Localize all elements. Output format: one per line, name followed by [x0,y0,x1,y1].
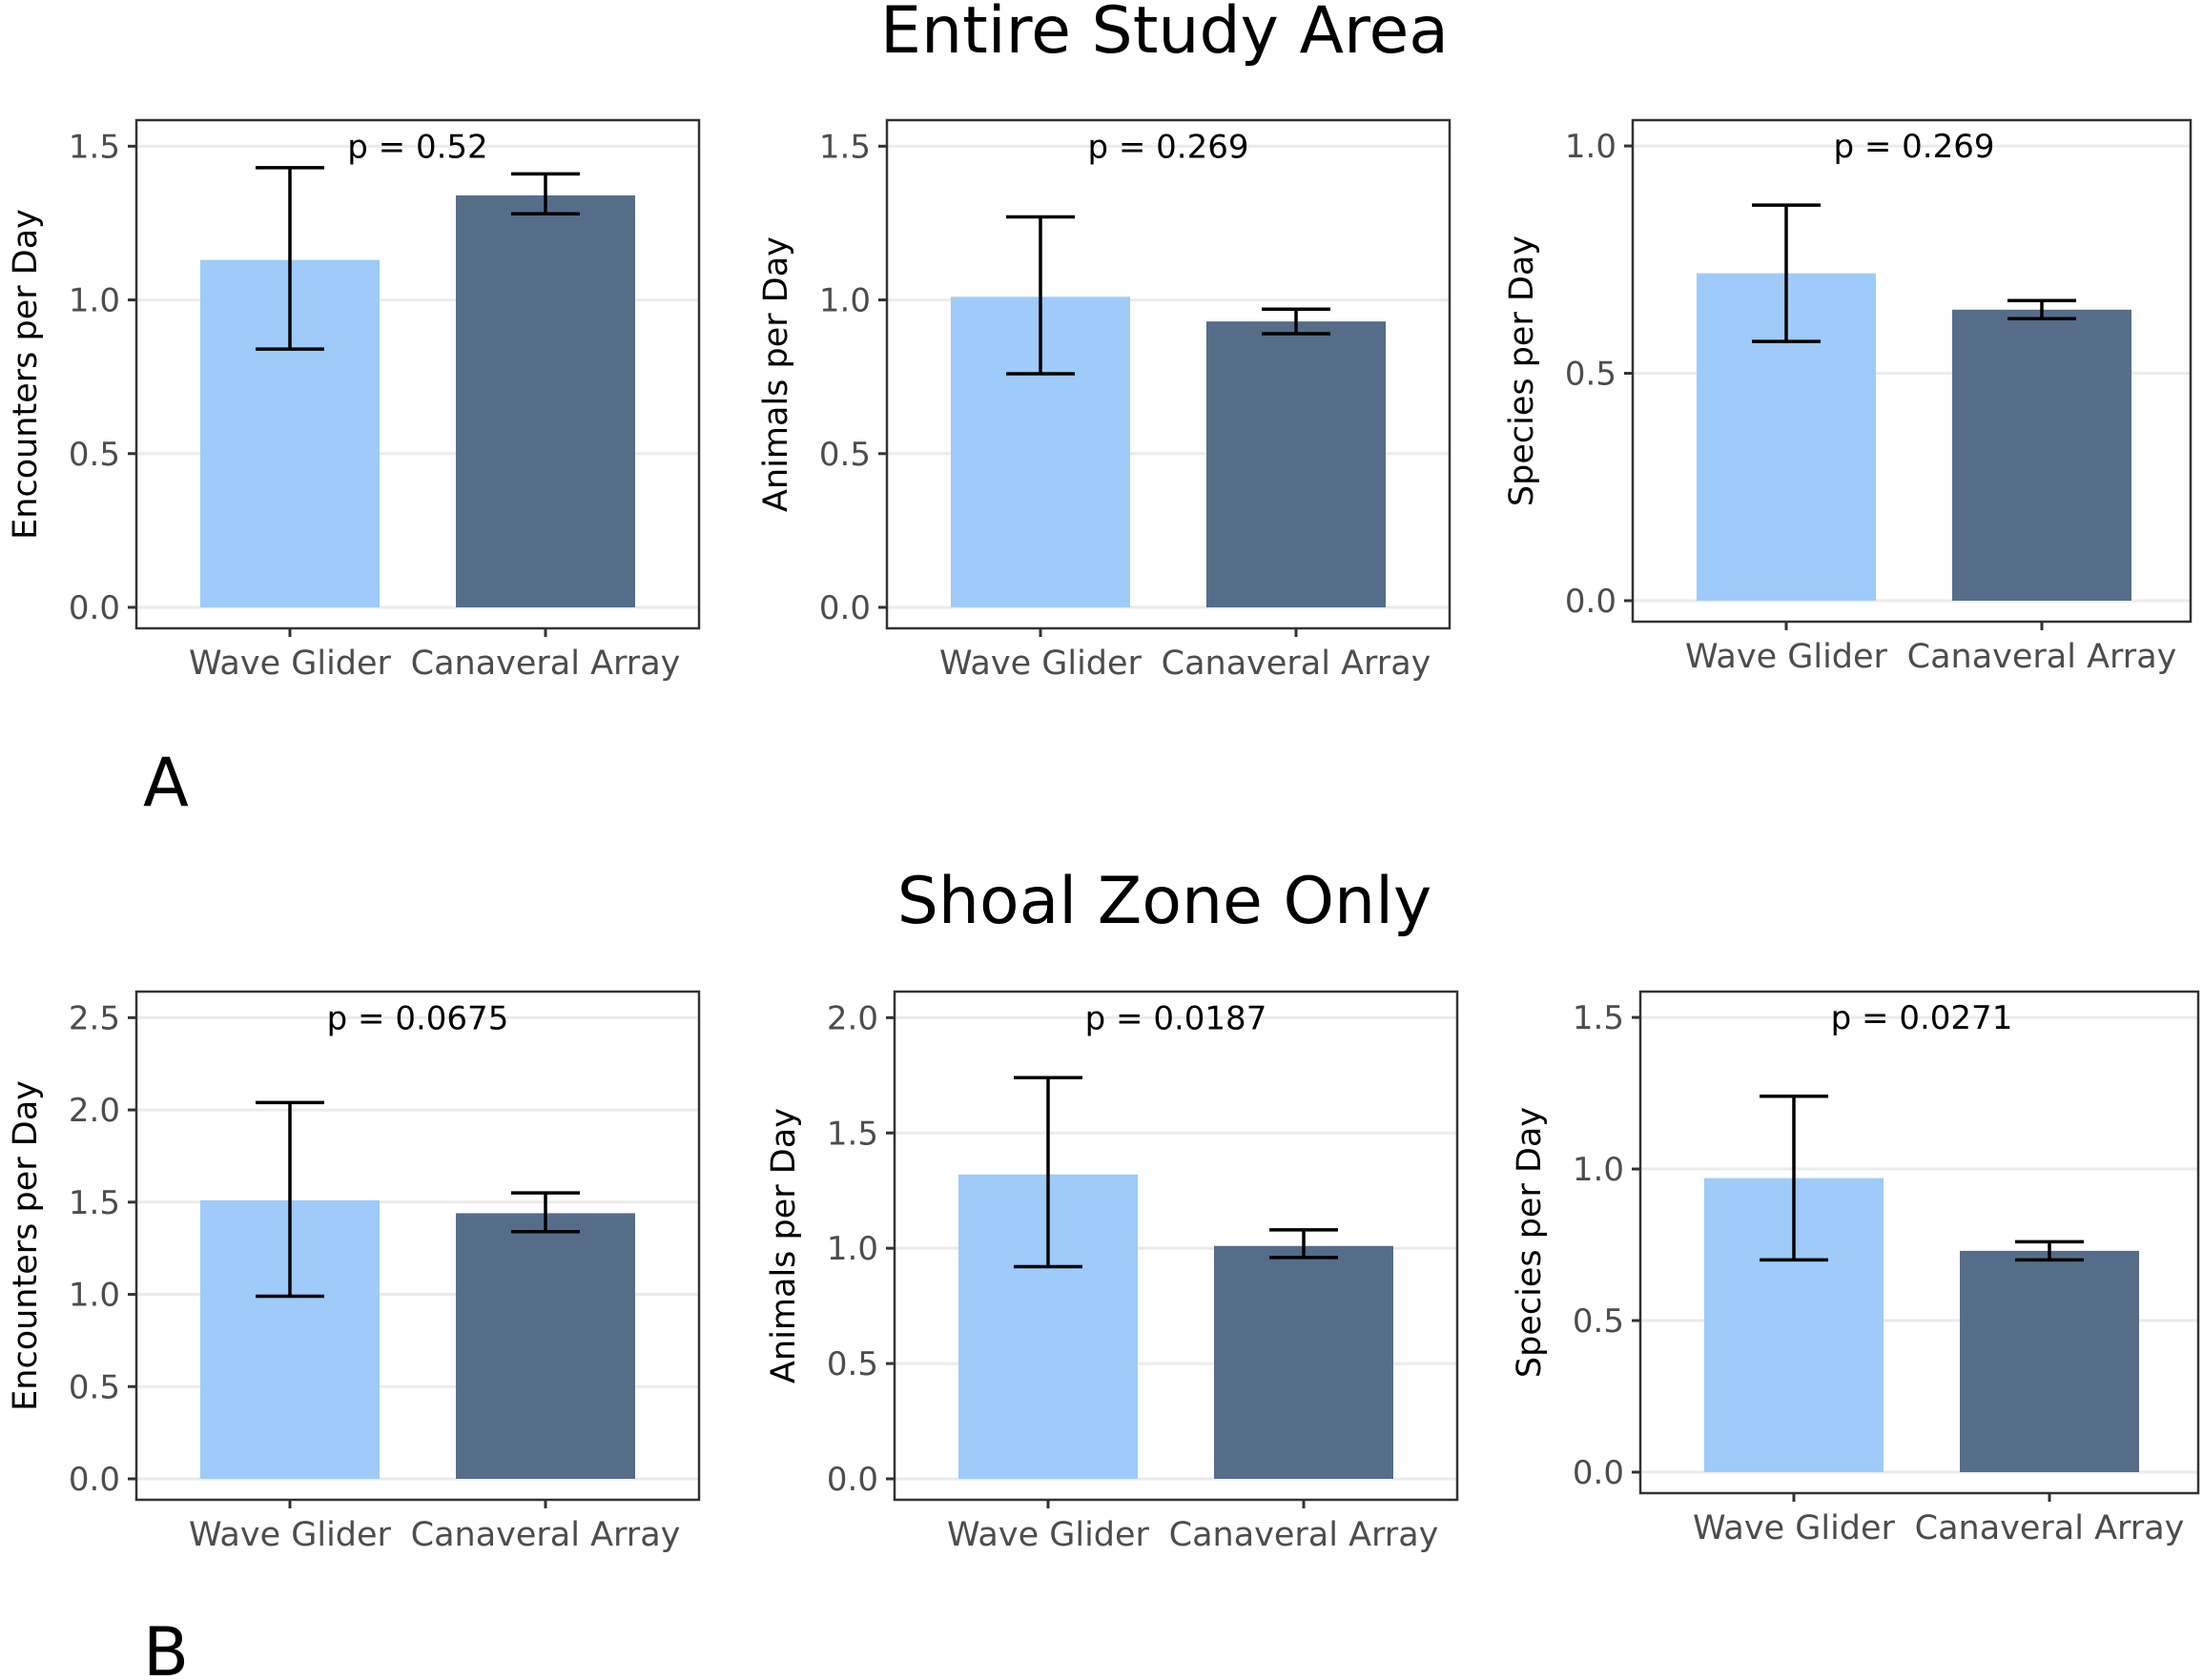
panel-border [1631,118,2193,624]
x-tick-label: Wave Glider [939,645,1143,683]
y-axis-title: Encounters per Day [7,1080,45,1411]
y-tick-label: 0.5 [819,436,871,474]
section-title-b: Shoal Zone Only [897,864,1432,939]
y-axis-title: Encounters per Day [7,209,45,540]
error-bar [1006,215,1075,376]
x-tick-label: Canaveral Array [1907,638,2177,676]
error-bar [1262,307,1330,336]
panel-border [1638,990,2200,1495]
y-tick-label: 0.5 [1573,1302,1624,1341]
y-tick-label: 1.0 [69,282,120,320]
y-tick-label: 1.5 [69,128,120,166]
y-tick-label: 0.5 [1565,356,1616,394]
x-tick-label: Canaveral Array [411,1516,681,1554]
y-tick-label: 0.0 [827,1461,878,1499]
chart-panel: 0.0 0.5 1.0 1.5 Wave Glider Canaveral Array Sp… [1511,990,2200,1547]
y-tick-label: 1.5 [1573,999,1624,1037]
y-tick-label: 1.5 [69,1184,120,1222]
error-bar [1752,203,1821,343]
x-tick-label: Canaveral Array [1169,1516,1439,1554]
bar [456,1213,635,1479]
p-value-label: p = 0.0675 [327,999,509,1037]
y-tick-label: 0.0 [69,589,120,627]
panel-letter-b: B [143,1613,189,1680]
error-bar [256,1100,324,1299]
y-axis-title: Species per Day [1511,1107,1549,1378]
x-tick-label: Wave Glider [1693,1509,1896,1547]
bar [1960,1250,2139,1472]
error-bar [1760,1094,1828,1262]
p-value-label: p = 0.0187 [1085,999,1267,1037]
p-value-label: p = 0.269 [1087,128,1248,166]
bar [456,195,635,607]
panel-letter-a: A [143,744,189,822]
x-tick-label: Wave Glider [189,645,392,683]
y-tick-label: 2.5 [69,999,120,1037]
x-tick-label: Wave Glider [189,1516,392,1554]
y-tick-label: 1.0 [1565,128,1616,166]
error-bar [1269,1228,1338,1260]
y-tick-label: 0.0 [1565,583,1616,621]
y-tick-label: 1.5 [827,1115,878,1153]
p-value-label: p = 0.0271 [1831,999,2013,1037]
chart-panel: 0.0 0.5 1.0 1.5 Wave Glider Canaveral Array En… [7,118,701,683]
error-bar [256,166,324,351]
y-tick-label: 0.5 [69,1368,120,1406]
y-tick-label: 2.0 [69,1092,120,1130]
y-tick-label: 0.0 [69,1461,120,1499]
y-tick-label: 0.5 [69,436,120,474]
y-axis-title: Animals per Day [765,1108,803,1383]
chart-panel: 0.0 0.5 1.0 1.5 2.0 Wave Glider Canaveral Arra… [765,990,1459,1554]
y-tick-label: 1.5 [819,128,871,166]
bar [1214,1245,1393,1479]
x-tick-label: Wave Glider [1685,638,1888,676]
x-tick-label: Canaveral Array [1915,1509,2185,1547]
y-tick-label: 0.5 [827,1345,878,1383]
panel-border [893,990,1459,1502]
x-tick-label: Canaveral Array [411,645,681,683]
error-bar [511,172,580,216]
error-bar [1014,1076,1082,1269]
y-tick-label: 1.0 [827,1230,878,1268]
p-value-label: p = 0.269 [1833,128,1994,166]
y-tick-label: 1.0 [69,1277,120,1315]
error-bar [511,1191,580,1234]
y-tick-label: 2.0 [827,999,878,1037]
bar [1206,321,1386,607]
y-tick-label: 1.0 [1573,1151,1624,1189]
x-tick-label: Wave Glider [947,1516,1150,1554]
chart-panel: 0.0 0.5 1.0 Wave Glider Canaveral Array Speci… [1503,118,2193,676]
chart-panel: 0.0 0.5 1.0 1.5 2.0 2.5 Wave Glider Canaveral A… [7,990,701,1554]
y-axis-title: Species per Day [1503,236,1541,506]
panel-border [134,118,701,630]
error-bar [2015,1240,2084,1262]
panel-border [134,990,701,1502]
panel-border [885,118,1452,630]
section-title-a: Entire Study Area [880,0,1449,69]
p-value-label: p = 0.52 [347,128,487,166]
y-tick-label: 0.0 [1573,1454,1624,1492]
y-tick-label: 0.0 [819,589,871,627]
chart-panel: 0.0 0.5 1.0 1.5 Wave Glider Canaveral Array An… [757,118,1452,683]
error-bar [2007,298,2076,321]
bar [1952,309,2131,601]
y-tick-label: 1.0 [819,282,871,320]
x-tick-label: Canaveral Array [1162,645,1431,683]
chart-panels: 0.0 0.5 1.0 1.5 Wave Glider Canaveral Array En… [7,118,2200,1554]
y-axis-title: Animals per Day [757,236,795,512]
